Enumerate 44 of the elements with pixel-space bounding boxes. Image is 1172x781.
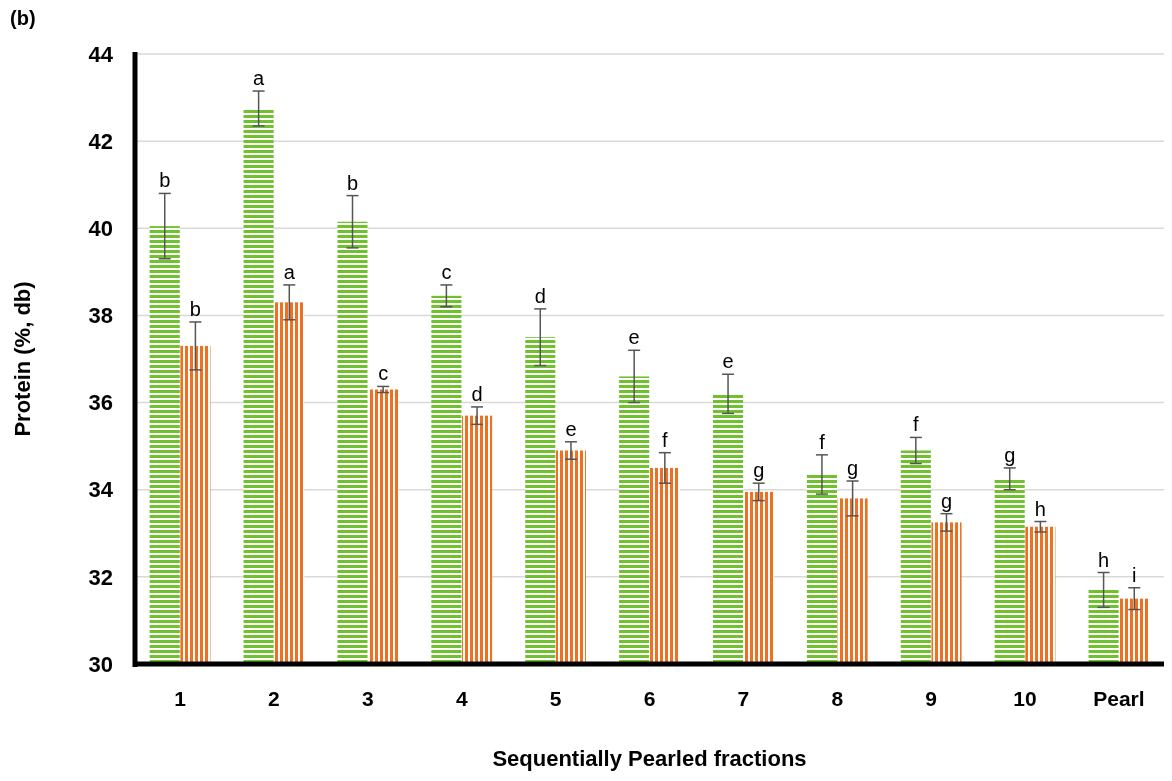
x-tick-label: 1 <box>174 687 187 710</box>
y-tick-label: 36 <box>88 390 113 416</box>
data-label: e <box>722 350 734 373</box>
x-tick-label: 9 <box>925 687 937 710</box>
y-tick-label: 42 <box>88 128 113 154</box>
x-axis-title: Sequentially Pearled fractions <box>492 746 807 771</box>
data-label: f <box>913 413 920 436</box>
x-tick-label: 3 <box>362 687 374 710</box>
x-tick-label: 4 <box>455 687 468 710</box>
data-label: f <box>819 430 826 453</box>
x-tick-label: 8 <box>831 687 844 710</box>
x-tick-label: 7 <box>737 687 750 710</box>
x-tick-label: 2 <box>268 687 280 710</box>
data-label: h <box>1098 548 1110 571</box>
data-label: c <box>441 260 452 283</box>
y-tick-label: 34 <box>88 477 114 503</box>
y-axis-title: Protein (%, db) <box>10 281 35 437</box>
chart-title: (b) <box>10 7 36 29</box>
data-label: g <box>940 489 953 512</box>
data-label: g <box>847 457 859 479</box>
y-tick-label: 38 <box>88 303 113 329</box>
data-label: c <box>378 362 389 385</box>
data-label: a <box>253 67 266 90</box>
data-label: g <box>753 459 765 482</box>
data-label: d <box>471 382 483 405</box>
x-tick-label: 5 <box>549 687 562 710</box>
data-label: e <box>628 326 640 349</box>
data-label: h <box>1034 497 1046 520</box>
data-label: e <box>565 417 577 440</box>
y-tick-label: 30 <box>88 651 113 677</box>
data-label: b <box>159 169 171 192</box>
data-label: b <box>346 171 359 194</box>
data-label: b <box>189 297 201 320</box>
data-label: a <box>283 260 296 283</box>
y-tick-label: 32 <box>88 564 113 590</box>
y-tick-label: 44 <box>88 41 114 67</box>
x-tick-label: 10 <box>1013 687 1037 710</box>
data-label: i <box>1132 563 1137 586</box>
x-tick-label: 6 <box>643 687 656 710</box>
data-label: d <box>534 284 546 307</box>
data-label: f <box>662 428 669 451</box>
x-tick-label: Pearl <box>1093 687 1145 710</box>
data-label: g <box>1004 443 1016 466</box>
y-tick-label: 40 <box>88 215 113 241</box>
